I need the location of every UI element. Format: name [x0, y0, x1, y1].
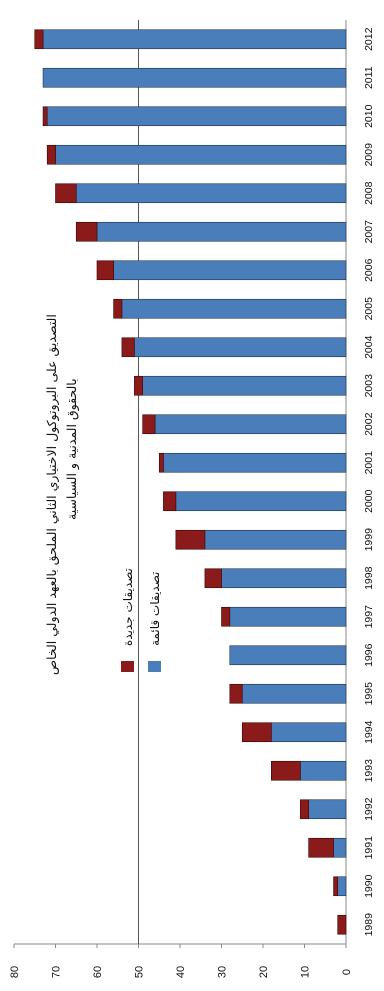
bar-existing-2001: [163, 452, 347, 473]
bar-new-1994: [241, 722, 272, 743]
category-tick-label: 2002: [363, 412, 375, 436]
bar-new-1995: [229, 683, 243, 704]
category-tick-label: 2009: [363, 143, 375, 167]
category-tick-label: 1993: [363, 759, 375, 783]
bar-new-1997: [221, 606, 231, 627]
category-tick-label: 2011: [363, 66, 375, 89]
bar-existing-2010: [46, 106, 347, 127]
bar-new-1993: [270, 760, 301, 781]
value-tick-label: 50: [134, 966, 146, 978]
bar-new-1989: [337, 914, 347, 935]
bar-existing-2011: [42, 67, 347, 88]
bar-new-2012: [34, 29, 44, 50]
bar-new-1991: [308, 837, 334, 858]
bar-existing-1998: [221, 568, 347, 589]
chart-subtitle: بالحقوق المدنية و السياسية: [64, 378, 80, 520]
bar-new-1998: [204, 568, 222, 589]
value-tick-label: 40: [175, 966, 187, 978]
bar-new-1992: [300, 799, 309, 820]
bar-new-2007: [75, 221, 98, 242]
bar-existing-1991: [333, 837, 347, 858]
category-tick-label: 2001: [363, 451, 375, 475]
category-tick-label: 2008: [363, 181, 375, 205]
bar-new-2004: [121, 337, 135, 358]
legend-label-new: تصديقات جديدة: [121, 568, 135, 646]
bar-new-2005: [113, 298, 123, 319]
bar-existing-2007: [96, 221, 347, 242]
bar-existing-2003: [142, 375, 347, 396]
category-tick-label: 1991: [363, 836, 375, 860]
bar-existing-2000: [175, 491, 347, 512]
value-tick-label: 10: [300, 966, 312, 978]
bar-existing-1994: [270, 722, 347, 743]
bar-existing-1995: [241, 683, 347, 704]
bar-new-2003: [134, 375, 143, 396]
category-tick-label: 2007: [363, 220, 375, 244]
bar-existing-2006: [113, 260, 347, 281]
bar-new-2000: [163, 491, 177, 512]
category-tick-label: 1997: [363, 605, 375, 629]
bar-new-2009: [46, 144, 56, 165]
bar-new-2010: [42, 106, 48, 127]
bar-existing-2008: [75, 183, 347, 204]
category-tick-label: 1999: [363, 528, 375, 552]
bar-existing-1996: [229, 645, 347, 666]
legend-label-existing: تصديقات قائمة: [148, 572, 162, 646]
category-tick-label: 1998: [363, 566, 375, 590]
chart-title-line-2: بالحقوق المدنية و السياسية: [64, 378, 80, 520]
bar-existing-2012: [42, 29, 347, 50]
bar-existing-1993: [300, 760, 347, 781]
bar-new-2002: [142, 414, 156, 435]
category-tick-label: 1994: [363, 720, 375, 744]
bar-new-1999: [175, 529, 206, 550]
bar-existing-2005: [121, 298, 347, 319]
legend: تصديقات جديدة تصديقات قائمة: [121, 568, 162, 672]
bar-new-2006: [96, 260, 114, 281]
bar-new-2001: [158, 452, 164, 473]
category-tick-label: 1990: [363, 874, 375, 898]
bar-new-2008: [55, 183, 77, 204]
bar-existing-1992: [308, 799, 347, 820]
category-tick-label: 2005: [363, 297, 375, 321]
category-tick-label: 2012: [363, 27, 375, 51]
category-ticks: 1989 1990 1991 1992 1993 1994 1995 1996 1997 1998…: [363, 27, 375, 936]
category-tick-label: 1989: [363, 913, 375, 937]
value-tick-label: 80: [9, 966, 21, 978]
bar-existing-1997: [229, 606, 347, 627]
category-tick-label: 1995: [363, 682, 375, 706]
category-tick-label: 2003: [363, 374, 375, 398]
bar-existing-2002: [154, 414, 347, 435]
chart-title: التصديق على البروتوكول الاختياري الثاني …: [44, 314, 60, 675]
bar-existing-2009: [55, 144, 347, 165]
chart-title-line-1: التصديق على البروتوكول الاختياري الثاني …: [44, 314, 60, 675]
bar-existing-1999: [204, 529, 347, 550]
category-tick-label: 2000: [363, 489, 375, 513]
legend-swatch-existing: [148, 661, 161, 672]
legend-swatch-new: [121, 661, 134, 672]
category-tick-label: 1992: [363, 797, 375, 821]
category-tick-label: 1996: [363, 643, 375, 667]
category-tick-label: 2006: [363, 258, 375, 282]
category-tick-label: 2010: [363, 104, 375, 128]
value-tick-label: 0: [341, 969, 353, 975]
bar-existing-2004: [134, 337, 347, 358]
category-tick-label: 2004: [363, 335, 375, 359]
bar-existing-1990: [337, 876, 347, 897]
value-tick-label: 70: [51, 966, 63, 978]
bar-new-1990: [333, 876, 338, 897]
bars-group: [34, 29, 347, 935]
value-tick-label: 20: [258, 966, 270, 978]
value-ticks: 0 10 20 30 40 50 60 70 80: [9, 944, 353, 978]
value-tick-label: 30: [217, 966, 229, 978]
value-tick-label: 60: [92, 966, 104, 978]
